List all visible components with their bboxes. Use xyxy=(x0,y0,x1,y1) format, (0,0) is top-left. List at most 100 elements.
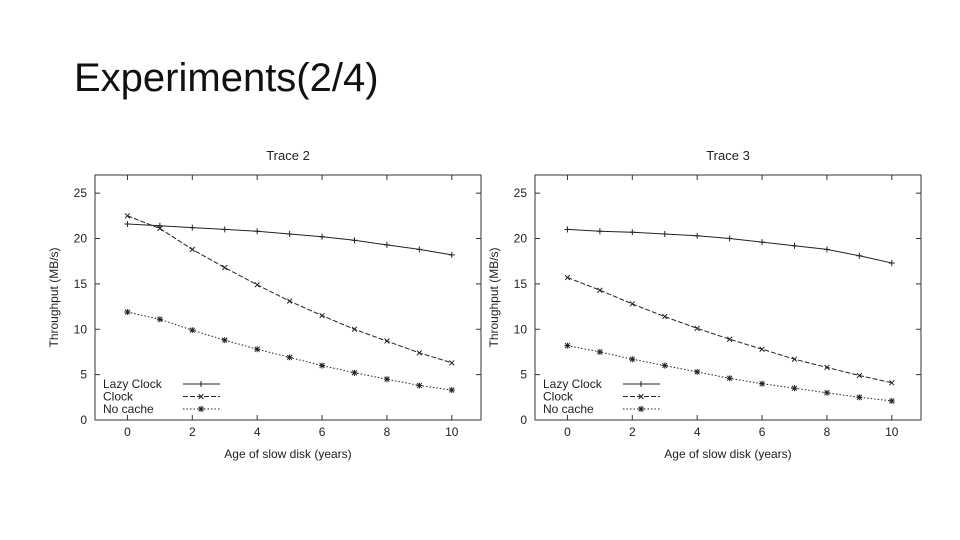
x-tick-label: 8 xyxy=(384,425,391,439)
y-tick-label: 20 xyxy=(74,232,88,246)
data-point xyxy=(661,230,668,237)
x-tick-label: 6 xyxy=(759,425,766,439)
legend-label: Clock xyxy=(543,390,574,404)
data-point xyxy=(124,221,131,227)
data-point xyxy=(791,356,798,362)
data-point xyxy=(564,274,571,281)
series-line xyxy=(567,228,892,264)
series-line xyxy=(567,277,892,384)
data-point xyxy=(694,325,700,332)
legend-marker xyxy=(198,406,204,412)
x-tick-label: 10 xyxy=(885,425,899,439)
data-point xyxy=(824,364,830,371)
legend-marker xyxy=(638,393,644,400)
data-point xyxy=(856,252,863,259)
data-point xyxy=(286,298,293,304)
legend-label: Lazy Clock xyxy=(543,377,603,391)
data-point xyxy=(189,246,196,253)
y-tick-label: 15 xyxy=(514,277,528,291)
data-point xyxy=(157,225,163,232)
data-point xyxy=(694,368,701,375)
data-point xyxy=(416,382,423,389)
series-no-cache xyxy=(124,309,455,394)
legend-marker xyxy=(638,381,644,387)
data-point xyxy=(383,376,390,383)
data-point xyxy=(189,224,196,231)
data-point xyxy=(629,229,636,236)
data-point xyxy=(597,287,603,293)
data-point xyxy=(416,350,423,356)
data-point xyxy=(823,246,830,253)
data-point xyxy=(286,354,293,361)
x-axis-label: Age of slow disk (years) xyxy=(224,447,351,461)
data-point xyxy=(791,242,798,249)
data-point xyxy=(254,346,261,353)
x-tick-label: 2 xyxy=(189,425,196,439)
x-tick-label: 0 xyxy=(124,425,131,439)
x-tick-label: 8 xyxy=(824,425,831,439)
data-point xyxy=(888,397,895,404)
data-point xyxy=(416,246,423,253)
data-point xyxy=(791,385,798,392)
series-line xyxy=(567,345,892,402)
data-point xyxy=(384,338,390,344)
slide-title: Experiments(2/4) xyxy=(74,56,379,100)
data-point xyxy=(221,226,228,233)
data-point xyxy=(156,316,163,323)
data-point xyxy=(189,327,196,334)
data-point xyxy=(221,337,228,344)
data-point xyxy=(124,213,131,219)
data-point xyxy=(221,264,228,271)
data-point xyxy=(726,336,733,342)
data-point xyxy=(351,237,358,244)
legend-marker xyxy=(198,381,204,387)
data-point xyxy=(694,232,701,239)
data-point xyxy=(383,241,390,248)
legend-marker xyxy=(638,406,644,412)
legend-marker xyxy=(198,393,204,400)
x-tick-label: 4 xyxy=(694,425,701,439)
x-tick-label: 10 xyxy=(445,425,459,439)
data-point xyxy=(629,301,636,307)
data-point xyxy=(351,326,358,333)
chart-trace-2: Trace 2 0 5 10 15 20 25 0 2 4 6 8 10 Age of slow disk… xyxy=(47,148,482,461)
plot-frame xyxy=(534,174,922,421)
y-tick-label: 10 xyxy=(74,322,88,336)
data-point xyxy=(254,228,261,235)
data-point xyxy=(759,239,766,246)
data-point xyxy=(319,362,326,369)
data-point xyxy=(254,282,260,288)
series-clock xyxy=(564,274,895,386)
y-tick-label: 5 xyxy=(80,368,87,382)
x-tick-label: 2 xyxy=(629,425,636,439)
series-line xyxy=(127,311,452,391)
data-point xyxy=(319,233,326,240)
data-point xyxy=(856,394,863,401)
x-tick-label: 6 xyxy=(319,425,326,439)
plot-frame xyxy=(94,174,482,421)
data-point xyxy=(888,260,895,267)
data-point xyxy=(661,362,668,369)
data-point xyxy=(448,251,455,258)
legend-label: No cache xyxy=(543,402,594,416)
data-point xyxy=(726,375,733,382)
chart-title: Trace 3 xyxy=(706,148,750,163)
y-tick-label: 0 xyxy=(80,413,87,427)
series-lazy-clock xyxy=(124,221,455,258)
data-point xyxy=(564,342,571,349)
data-point xyxy=(759,380,766,387)
data-point xyxy=(596,228,603,235)
data-point xyxy=(564,226,571,233)
y-tick-label: 10 xyxy=(514,322,528,336)
data-point xyxy=(889,380,895,386)
legend-label: Clock xyxy=(103,390,134,404)
y-axis-label: Throughput (MB/s) xyxy=(47,247,61,347)
data-point xyxy=(629,356,636,363)
x-tick-label: 0 xyxy=(564,425,571,439)
y-tick-label: 15 xyxy=(74,277,88,291)
x-axis-label: Age of slow disk (years) xyxy=(664,447,791,461)
data-point xyxy=(759,346,765,352)
data-point xyxy=(448,387,455,394)
data-point xyxy=(156,222,163,229)
series-clock xyxy=(124,213,455,366)
